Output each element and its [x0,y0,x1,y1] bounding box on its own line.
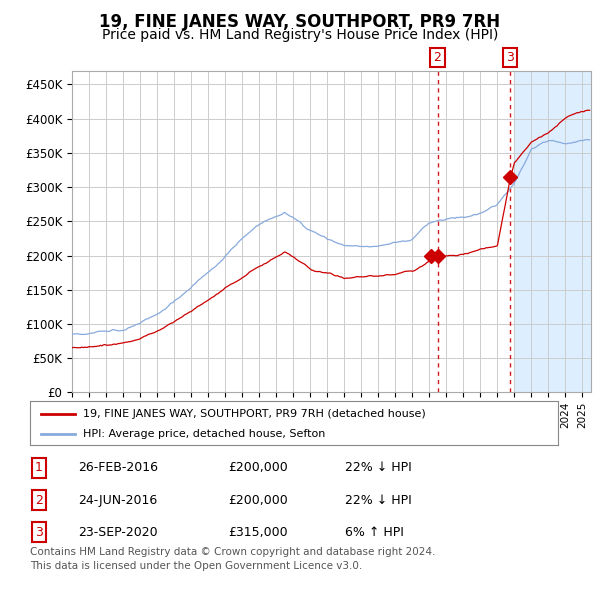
Text: 22% ↓ HPI: 22% ↓ HPI [345,461,412,474]
Text: 3: 3 [506,51,514,64]
Text: £200,000: £200,000 [228,493,288,507]
Text: 19, FINE JANES WAY, SOUTHPORT, PR9 7RH: 19, FINE JANES WAY, SOUTHPORT, PR9 7RH [100,13,500,31]
Text: 26-FEB-2016: 26-FEB-2016 [78,461,158,474]
Bar [514,71,591,392]
Text: 19, FINE JANES WAY, SOUTHPORT, PR9 7RH (detached house): 19, FINE JANES WAY, SOUTHPORT, PR9 7RH (… [83,409,425,418]
Text: £200,000: £200,000 [228,461,288,474]
Text: 1: 1 [35,461,43,474]
Text: £315,000: £315,000 [228,526,287,539]
Text: 23-SEP-2020: 23-SEP-2020 [78,526,158,539]
Text: HPI: Average price, detached house, Sefton: HPI: Average price, detached house, Seft… [83,430,325,440]
Text: 3: 3 [35,526,43,539]
Text: 6% ↑ HPI: 6% ↑ HPI [345,526,404,539]
Text: 22% ↓ HPI: 22% ↓ HPI [345,493,412,507]
Text: 2: 2 [434,51,442,64]
Text: 24-JUN-2016: 24-JUN-2016 [78,493,157,507]
Text: Price paid vs. HM Land Registry's House Price Index (HPI): Price paid vs. HM Land Registry's House … [102,28,498,42]
Text: Contains HM Land Registry data © Crown copyright and database right 2024.: Contains HM Land Registry data © Crown c… [30,547,436,556]
Text: This data is licensed under the Open Government Licence v3.0.: This data is licensed under the Open Gov… [30,562,362,571]
Text: 2: 2 [35,493,43,507]
